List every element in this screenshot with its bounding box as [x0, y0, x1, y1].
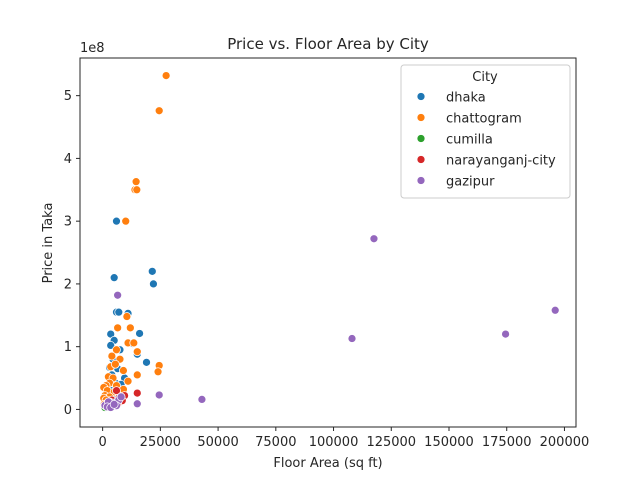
data-point-gazipur — [109, 400, 119, 409]
data-point-chattogram — [107, 351, 117, 361]
data-point-chattogram — [125, 323, 135, 333]
data-point-chattogram — [132, 347, 142, 357]
y-axis: 0 1 2 3 4 5 — [64, 89, 80, 418]
data-point-narayanganj-city — [132, 388, 142, 398]
data-point-chattogram — [154, 106, 164, 116]
y-tick-label: 3 — [64, 215, 72, 230]
y-tick-label: 5 — [64, 89, 72, 104]
legend-label-cumilla: cumilla — [446, 133, 493, 148]
data-point-gazipur — [113, 290, 123, 300]
data-point-gazipur — [197, 395, 207, 404]
data-point-chattogram — [129, 338, 139, 348]
points-layer — [99, 71, 560, 412]
legend-marker-dhaka — [416, 92, 426, 101]
data-point-dhaka — [135, 329, 144, 338]
legend-label-gazipur: gazipur — [446, 175, 495, 190]
x-tick-label: 75000 — [255, 435, 296, 450]
chart-title: Price vs. Floor Area by City — [227, 35, 429, 53]
data-point-gazipur — [501, 329, 510, 339]
x-tick-label: 100000 — [309, 435, 359, 450]
x-axis: 0 25000 50000 75000 100000 125000 150000 175000… — [98, 427, 589, 450]
y-tick-label: 1 — [64, 340, 72, 355]
legend-marker-chattogram — [416, 113, 426, 122]
legend: City dhaka chattogram cumilla narayanganj-c… — [400, 64, 571, 199]
data-point-gazipur — [116, 392, 126, 402]
y-tick-label: 0 — [64, 403, 72, 418]
legend-marker-narayanganj-city — [416, 155, 426, 164]
data-point-dhaka — [147, 266, 157, 276]
y-offset-label: 1e8 — [80, 41, 105, 56]
legend-label-dhaka: dhaka — [446, 91, 486, 106]
data-point-chattogram — [123, 376, 133, 386]
data-point-chattogram — [122, 312, 132, 321]
data-point-gazipur — [347, 334, 357, 343]
data-point-chattogram — [153, 367, 163, 377]
data-point-dhaka — [106, 341, 116, 350]
data-point-dhaka — [142, 357, 151, 367]
x-tick-label: 0 — [98, 435, 106, 450]
y-axis-title: Price in Taka — [41, 203, 56, 284]
x-tick-label: 25000 — [140, 435, 181, 450]
data-point-chattogram — [161, 71, 171, 80]
data-point-dhaka — [112, 216, 121, 226]
legend-frame — [400, 64, 571, 199]
data-point-gazipur — [132, 399, 142, 409]
data-point-chattogram — [132, 185, 142, 195]
x-tick-label: 125000 — [366, 435, 416, 450]
data-point-chattogram — [110, 359, 120, 369]
legend-marker-gazipur — [416, 176, 426, 185]
x-axis-title: Floor Area (sq ft) — [273, 456, 382, 471]
x-tick-label: 200000 — [540, 435, 590, 450]
data-point-chattogram — [113, 323, 123, 333]
plot-area-frame — [79, 57, 577, 428]
data-point-dhaka — [114, 307, 124, 317]
data-point-chattogram — [132, 370, 142, 380]
legend-title: City — [472, 70, 498, 85]
data-point-gazipur — [154, 390, 164, 400]
data-point-chattogram — [112, 345, 121, 355]
data-point-chattogram — [131, 177, 141, 187]
data-point-dhaka — [149, 279, 158, 289]
data-point-dhaka — [109, 273, 119, 283]
x-tick-label: 175000 — [482, 435, 532, 450]
legend-label-chattogram: chattogram — [446, 112, 522, 127]
y-tick-label: 4 — [64, 152, 72, 167]
data-point-chattogram — [119, 366, 128, 375]
legend-marker-cumilla — [416, 134, 426, 143]
x-tick-label: 150000 — [424, 435, 474, 450]
data-point-chattogram — [121, 216, 131, 226]
y-tick-label: 2 — [64, 277, 72, 292]
data-point-gazipur — [369, 234, 379, 244]
data-point-gazipur — [550, 305, 560, 315]
legend-label-narayanganj-city: narayanganj-city — [446, 154, 556, 169]
x-tick-label: 50000 — [197, 435, 238, 450]
